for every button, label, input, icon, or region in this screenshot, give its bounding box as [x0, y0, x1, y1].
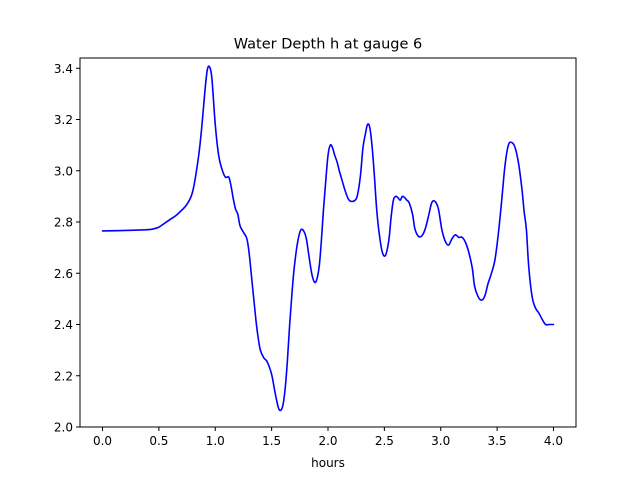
- y-tick-label: 2.8: [54, 216, 73, 230]
- x-tick-label: 2.5: [375, 434, 394, 448]
- x-axis: 0.0 0.5 1.0 1.5 2.0 2.5 3.0 3.5 4.0: [93, 427, 563, 448]
- axes-frame: [79, 57, 577, 428]
- x-tick-label: 0.5: [149, 434, 168, 448]
- y-tick-label: 2.4: [54, 318, 73, 332]
- x-tick-label: 4.0: [544, 434, 563, 448]
- x-tick-label: 3.0: [431, 434, 450, 448]
- x-axis-label: hours: [311, 456, 345, 470]
- x-tick-label: 2.0: [318, 434, 337, 448]
- series-line: [101, 65, 555, 412]
- chart-title: Water Depth h at gauge 6: [234, 37, 422, 53]
- y-tick-label: 3.2: [54, 113, 73, 127]
- y-axis: 2.0 2.2 2.4 2.6 2.8 3.0 3.2 3.4: [54, 62, 80, 435]
- y-tick-label: 2.0: [54, 421, 73, 435]
- y-tick-label: 2.6: [54, 267, 73, 281]
- y-tick-label: 3.4: [54, 62, 73, 76]
- x-tick-label: 0.0: [93, 434, 112, 448]
- x-tick-label: 1.0: [206, 434, 225, 448]
- y-tick-label: 2.2: [54, 369, 73, 383]
- series-layer: [101, 65, 555, 412]
- x-tick-label: 1.5: [262, 434, 281, 448]
- y-tick-label: 3.0: [54, 164, 73, 178]
- x-tick-label: 3.5: [488, 434, 507, 448]
